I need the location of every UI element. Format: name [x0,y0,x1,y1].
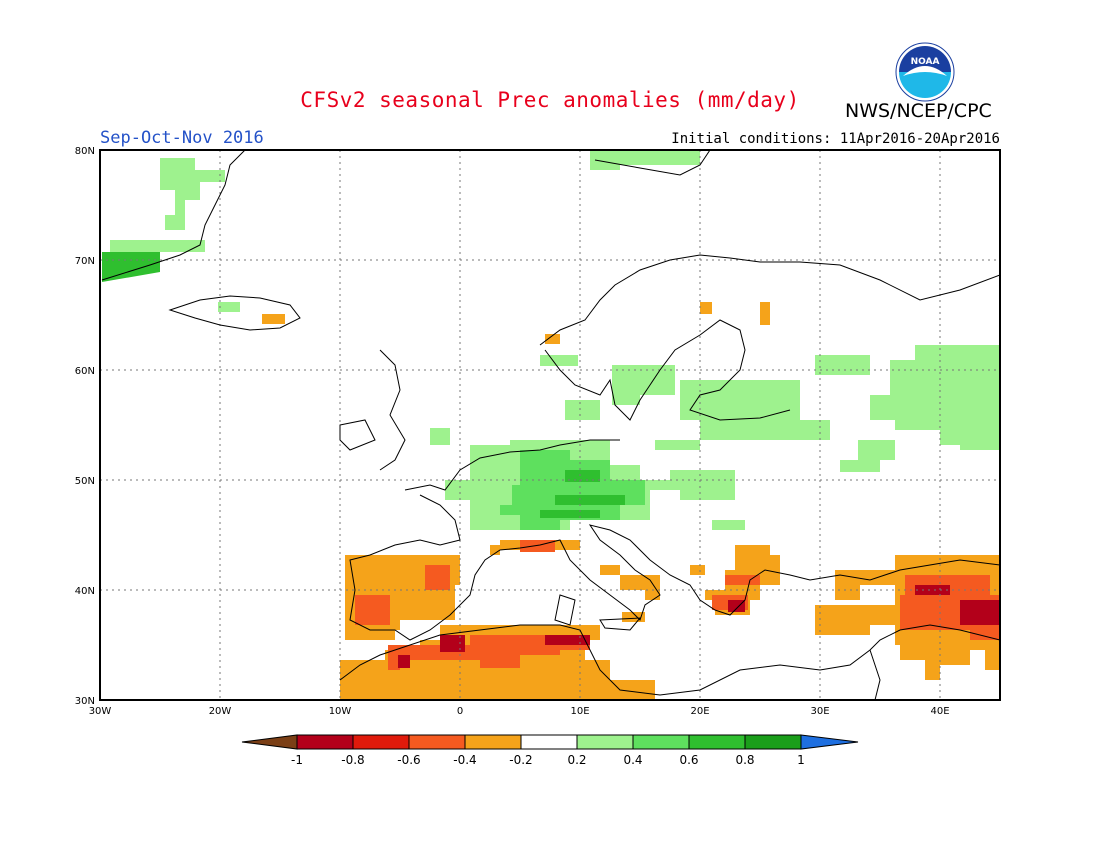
coastlines [101,150,1000,700]
turkey-anomaly-darkred [915,585,1000,625]
scandinavia-anomaly [540,355,830,450]
colorbar-label: -1 [291,753,303,767]
svg-text:NOAA: NOAA [911,57,940,67]
lon-label: 30W [89,706,112,717]
colorbar-cell [352,734,410,750]
lon-label: 20E [690,706,709,717]
colorbar-cell [408,734,466,750]
initial-conditions-label: Initial conditions: 11Apr2016-20Apr2016 [671,131,1000,147]
colorbar-label: 0.6 [679,753,698,767]
colorbar-min-arrow [241,734,298,750]
colorbar-label: 0.8 [735,753,754,767]
lon-tick-labels: 30W 20W 10W 0 10E 20E 30E 40E [89,706,950,717]
colorbar-label: -0.2 [509,753,532,767]
lat-label: 60N [75,366,95,377]
colorbar-cell [576,734,634,750]
lon-label: 0 [457,706,463,717]
colorbar-cell [464,734,522,750]
lon-label: 30E [810,706,829,717]
lon-label: 10W [329,706,352,717]
chart-title: CFSv2 seasonal Prec anomalies (mm/day) [300,88,800,112]
greece-anomaly-red [712,575,760,610]
greenland-anomaly-green [110,158,225,270]
anomaly-fields [102,150,1000,700]
lat-label: 40N [75,586,95,597]
colorbar-label: 0.2 [567,753,586,767]
iceland-anomaly-orange [262,314,285,324]
lat-label: 70N [75,256,95,267]
lat-label: 30N [75,696,95,707]
colorbar-cell [744,734,802,750]
colorbar [241,734,859,750]
iceland-anomaly [218,302,240,312]
agency-credit: NWS/NCEP/CPC [845,100,992,122]
lat-label: 50N [75,476,95,487]
greece-anomaly-darkred [728,600,745,612]
colorbar-label: -0.6 [397,753,420,767]
colorbar-cell [520,734,578,750]
lat-tick-labels: 80N 70N 60N 50N 40N 30N [75,146,95,707]
north-africa-anomaly-darkred [398,635,590,668]
russia-anomaly [815,335,1000,472]
iberia-anomaly-red [355,540,555,625]
lon-label: 40E [930,706,949,717]
map-frame [99,149,1001,701]
colorbar-cell [296,734,354,750]
graticule [100,150,1000,700]
colorbar-label: 0.4 [623,753,642,767]
colorbar-cell [688,734,746,750]
svalbard-anomaly [590,150,700,170]
greenland-anomaly-darkgreen [102,252,160,282]
colorbar-cell [632,734,690,750]
colorbar-label: 1 [797,753,805,767]
season-label: Sep-Oct-Nov 2016 [100,128,264,148]
italy-anomaly [600,565,705,622]
lon-label: 20W [209,706,232,717]
lon-label: 10E [570,706,589,717]
north-africa-anomaly-red [388,635,590,670]
colorbar-label: -0.4 [453,753,476,767]
colorbar-labels: -1 -0.8 -0.6 -0.4 -0.2 0.2 0.4 0.6 0.8 1 [291,753,805,767]
iberia-anomaly-orange [345,540,580,640]
noaa-logo-icon: NOAA [895,42,955,102]
lat-label: 80N [75,146,95,157]
colorbar-label: -0.8 [341,753,364,767]
central-europe-anomaly-dark [540,470,625,518]
colorbar-max-arrow [800,734,859,750]
central-europe-anomaly-mid [500,450,645,530]
